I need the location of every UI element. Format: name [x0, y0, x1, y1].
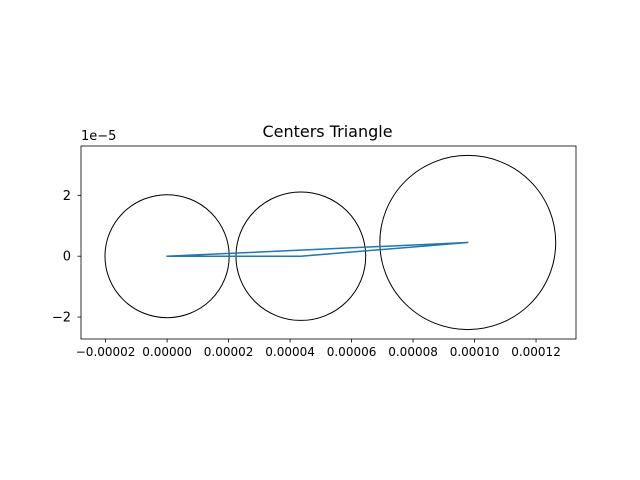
x-tick-label: 0.00000	[142, 345, 192, 359]
axes-frame	[80, 145, 577, 340]
y-axis: 2 0 −2	[52, 189, 81, 326]
y-tick-label: 2	[63, 189, 71, 204]
x-tick-label: 0.00004	[265, 345, 315, 359]
centers-triangle-line	[166, 241, 469, 257]
x-axis: −0.00002 0.00000 0.00002 0.00004 0.00006 0.00…	[76, 339, 561, 359]
plot-content	[104, 154, 557, 331]
x-tick-label: 0.00008	[388, 345, 438, 359]
y-axis-offset-text: 1e−5	[81, 129, 116, 144]
x-tick-label: 0.00006	[327, 345, 377, 359]
x-tick-label: 0.00002	[204, 345, 254, 359]
chart-title: Centers Triangle	[262, 122, 392, 141]
y-tick-label: −2	[52, 311, 71, 326]
x-tick-label: 0.00010	[450, 345, 500, 359]
circle-3	[379, 154, 557, 331]
y-tick-label: 0	[63, 250, 71, 265]
x-tick-label: −0.00002	[76, 345, 136, 359]
x-tick-label: 0.00012	[511, 345, 561, 359]
